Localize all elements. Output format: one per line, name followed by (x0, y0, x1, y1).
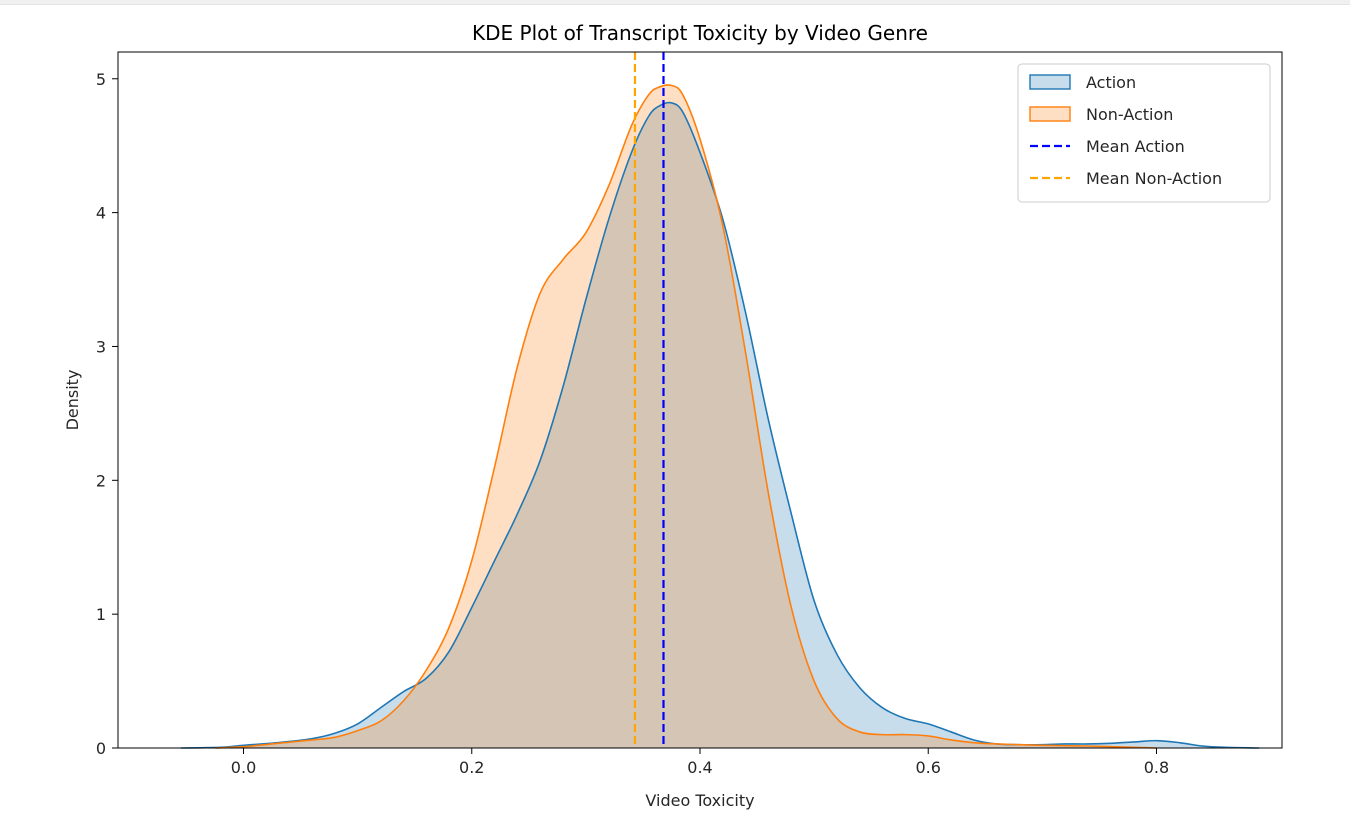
x-tick-label-4: 0.8 (1144, 758, 1169, 777)
x-tick-label-3: 0.6 (916, 758, 941, 777)
density-fills (180, 84, 1260, 749)
x-axis-ticks: 0.0 0.2 0.4 0.6 0.8 (231, 748, 1169, 777)
legend-label-1: Non-Action (1086, 105, 1173, 124)
legend-box (1017, 63, 1271, 203)
legend-label-3: Mean Non-Action (1086, 169, 1222, 188)
density-line-1 (214, 84, 1157, 749)
legend-swatch-0 (1029, 74, 1071, 90)
legend-label-2: Mean Action (1086, 137, 1185, 156)
x-tick-label-1: 0.2 (459, 758, 484, 777)
chart-title: KDE Plot of Transcript Toxicity by Video… (472, 21, 928, 45)
legend-label-0: Action (1086, 73, 1136, 92)
y-tick-label-0: 0 (96, 739, 106, 758)
y-tick-label-1: 1 (96, 605, 106, 624)
y-tick-label-3: 3 (96, 337, 106, 356)
mean-lines (633, 52, 665, 748)
y-tick-label-5: 5 (96, 70, 106, 89)
notebook-top-border (0, 0, 1350, 5)
x-axis-label: Video Toxicity (645, 791, 754, 810)
y-tick-label-4: 4 (96, 204, 106, 223)
legend-swatch-1 (1029, 106, 1071, 122)
density-fill-1 (215, 84, 1157, 749)
density-fill-0 (180, 102, 1260, 748)
y-axis-ticks: 0 1 2 3 4 5 (96, 70, 118, 758)
y-axis-label: Density (63, 370, 82, 431)
legend: Action Non-Action Mean Action Mean Non-Acti… (1017, 63, 1271, 203)
density-lines (180, 84, 1260, 749)
x-tick-label-0: 0.0 (231, 758, 256, 777)
x-tick-label-2: 0.4 (687, 758, 712, 777)
y-tick-label-2: 2 (96, 471, 106, 490)
